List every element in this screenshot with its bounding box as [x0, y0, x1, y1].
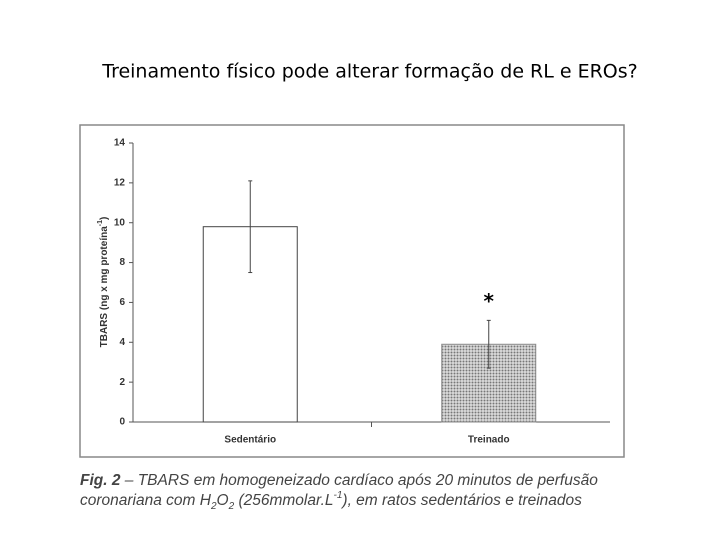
caption-line: Fig. 2 – TBARS em homogeneizado cardíaco… [80, 472, 598, 489]
caption-text: O [217, 492, 229, 509]
caption-text: 2 [210, 501, 217, 512]
y-tick-label: 8 [119, 257, 125, 268]
y-label-part: -1 [97, 220, 104, 226]
y-tick-label: 2 [119, 377, 125, 388]
y-tick-label: 6 [119, 297, 125, 308]
caption-text: 2 [228, 501, 235, 512]
caption-text: – TBARS em homogeneizado cardíaco após 2… [120, 472, 598, 489]
x-tick-label: Treinado [468, 435, 510, 446]
caption-text: -1 [334, 490, 343, 501]
slide-title: Treinamento físico pode alterar formação… [101, 61, 638, 83]
caption-text: (256mmolar.L [234, 492, 333, 509]
y-tick-label: 4 [119, 337, 125, 348]
caption-label: Fig. 2 [80, 472, 121, 489]
caption-text: coronariana com H [80, 492, 212, 509]
figure-frame [79, 124, 625, 458]
y-tick-label: 0 [119, 417, 125, 428]
y-tick-label: 14 [114, 138, 126, 149]
y-label-part: TBARS (ng x mg proteína [99, 226, 110, 348]
caption-text: ), em ratos sedentários e treinados [340, 492, 582, 509]
y-label-part: ) [99, 217, 110, 220]
y-axis-label: TBARS (ng x mg proteína-1) [97, 217, 109, 348]
caption-line: coronariana com H2O2 (256mmolar.L-1), em… [80, 490, 582, 512]
significance-label: * [484, 289, 495, 313]
y-tick-label: 12 [114, 177, 126, 188]
y-tick-label: 10 [114, 217, 126, 228]
x-tick-label: Sedentário [224, 435, 276, 446]
